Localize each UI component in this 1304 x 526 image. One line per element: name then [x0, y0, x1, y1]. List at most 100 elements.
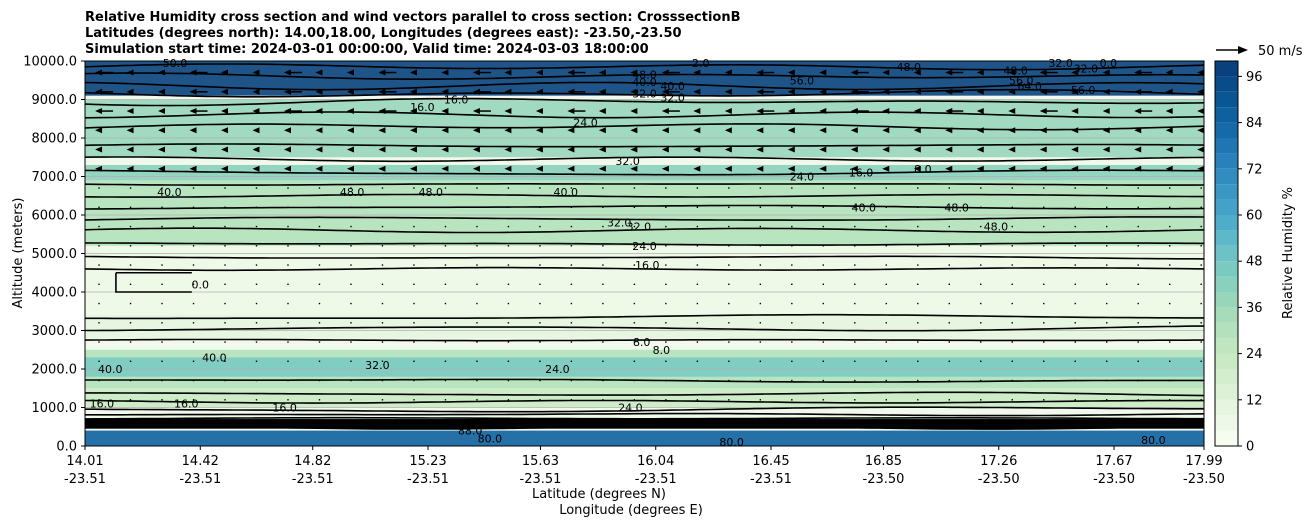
wind-vector [756, 127, 764, 134]
wind-vector [696, 283, 699, 285]
wind-vector [696, 302, 699, 305]
wind-vector [728, 360, 730, 362]
wind-vector [1197, 69, 1204, 76]
wind-vector [917, 187, 919, 189]
y-tick-label: 0.0 [56, 440, 77, 455]
wind-vector [885, 399, 887, 401]
wind-vector [1200, 322, 1202, 324]
wind-vector [1200, 225, 1202, 228]
wind-vector [255, 283, 258, 285]
wind-vector [287, 283, 289, 285]
wind-vector [1137, 225, 1139, 228]
wind-vector [252, 146, 260, 153]
wind-vector [318, 225, 321, 228]
colorbar-frame [1214, 60, 1239, 447]
wind-vector [1008, 69, 1016, 76]
wind-vector [476, 264, 478, 266]
wind-vector [948, 360, 950, 362]
wind-vector [1106, 302, 1108, 305]
wind-vector [315, 146, 323, 153]
wind-vector [1011, 245, 1013, 247]
wind-vector [350, 206, 352, 208]
wind-vector [917, 245, 919, 247]
wind-vector [1008, 88, 1016, 95]
wind-vector [819, 69, 827, 76]
wind-vector [441, 165, 449, 172]
wind-vector [504, 165, 512, 172]
wind-vector [255, 399, 258, 401]
wind-vector [661, 88, 669, 95]
wind-vector [98, 341, 100, 343]
wind-vector [1011, 206, 1013, 208]
wind-vector [189, 88, 197, 95]
wind-vector [192, 360, 195, 362]
wind-vector [1137, 245, 1139, 247]
wind-vector [381, 399, 384, 401]
wind-vector [413, 379, 415, 382]
wind-vector [1200, 302, 1202, 305]
colorbar-level [1215, 415, 1238, 431]
wind-vector [1011, 360, 1013, 362]
wind-vector [630, 165, 638, 172]
wind-vector [630, 69, 638, 76]
wind-vector [504, 146, 512, 153]
wind-vector [850, 88, 858, 95]
wind-vector [791, 360, 793, 362]
wind-vector [885, 245, 887, 247]
wind-vector [539, 302, 541, 305]
contour-label: 48.0 [632, 68, 657, 81]
wind-vector [1134, 127, 1142, 134]
wind-vector [413, 187, 415, 189]
wind-vector [129, 360, 132, 362]
wind-vector [535, 69, 543, 76]
wind-vector [350, 341, 352, 343]
colorbar-level [1215, 122, 1238, 138]
wind-vector [917, 283, 919, 285]
wind-vector [221, 69, 229, 76]
wind-vector [728, 302, 730, 305]
wind-vector [315, 165, 323, 172]
wind-vector [381, 225, 384, 228]
wind-vector [661, 127, 669, 134]
wind-vector [255, 302, 258, 305]
wind-vector [567, 165, 575, 172]
wind-vector [1074, 206, 1076, 208]
wind-vector [917, 206, 919, 208]
contour-label: 16.0 [444, 94, 469, 107]
wind-vector [535, 165, 543, 172]
wind-vector [192, 399, 195, 401]
wind-vector [413, 399, 415, 401]
wind-vector [126, 69, 134, 76]
wind-vector [1137, 283, 1139, 285]
wind-vector [1168, 360, 1171, 362]
contour-label: 40.0 [98, 363, 123, 376]
wind-vector [1200, 360, 1202, 362]
wind-vector [787, 165, 795, 172]
wind-vector [98, 245, 100, 247]
x-tick-label-lat: 17.99 [1185, 454, 1222, 469]
wind-vector [476, 379, 478, 382]
y-tick-label: 8000.0 [32, 132, 78, 147]
wind-vector [535, 88, 543, 95]
wind-vector [161, 379, 163, 382]
x-tick-label-lon: -23.51 [179, 472, 221, 487]
colorbar-level [1215, 399, 1238, 416]
colorbar-level [1215, 168, 1238, 185]
wind-vector [917, 341, 919, 343]
contour-line [85, 204, 1204, 210]
wind-vector [444, 187, 447, 189]
wind-vector [378, 146, 386, 153]
wind-vector [413, 283, 415, 285]
wind-vector [539, 245, 541, 247]
wind-vector [350, 379, 352, 382]
wind-vector [665, 360, 667, 362]
wind-vector [980, 187, 982, 189]
wind-vector [444, 225, 447, 228]
wind-vector [1102, 127, 1110, 134]
contour-label: 8.0 [633, 336, 651, 349]
wind-vector [791, 283, 793, 285]
wind-vector [507, 283, 510, 285]
wind-vector [504, 127, 512, 134]
wind-vector [819, 146, 827, 153]
